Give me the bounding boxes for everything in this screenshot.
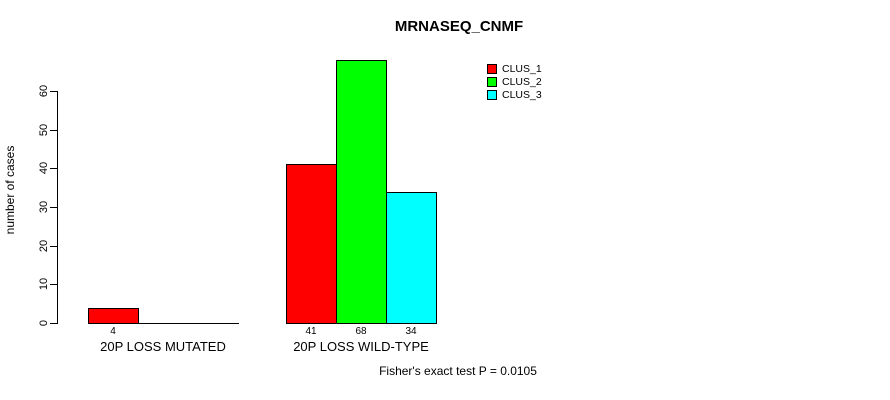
chart-title: MRNASEQ_CNMF (394, 18, 524, 35)
legend-item-clus_1: CLUS_1 (487, 62, 542, 75)
y-tick-label: 20 (38, 239, 50, 252)
y-tick-label: 40 (38, 162, 50, 175)
bar-value-label: 68 (355, 326, 367, 337)
bar-clus_1 (88, 308, 139, 324)
y-tick-label: 0 (38, 319, 50, 327)
bar-clus_3 (386, 192, 437, 324)
bar-value-label: 4 (110, 326, 116, 337)
legend-item-clus_2: CLUS_2 (487, 75, 542, 88)
y-tick-label: 10 (38, 278, 50, 291)
legend-label: CLUS_2 (502, 75, 542, 88)
legend-swatch-icon (487, 89, 497, 100)
y-tick (50, 323, 57, 324)
bar-clus_3-zero (188, 323, 239, 324)
y-tick-label: 30 (38, 200, 50, 214)
legend-label: CLUS_3 (502, 88, 542, 101)
y-tick (50, 245, 57, 247)
bar-clus_1 (286, 164, 337, 324)
y-axis-line (57, 90, 58, 324)
y-tick-label: 60 (38, 84, 50, 98)
y-tick (50, 129, 57, 131)
legend-item-clus_3: CLUS_3 (487, 88, 542, 101)
bar-clus_2 (336, 60, 387, 324)
y-tick-label: 50 (38, 123, 50, 136)
y-tick (50, 168, 57, 170)
legend-swatch-icon (487, 63, 497, 74)
y-tick (50, 206, 57, 208)
bar-value-label: 34 (405, 326, 417, 337)
y-tick (50, 90, 57, 92)
y-axis-title: number of cases (3, 145, 17, 235)
y-tick (50, 284, 57, 286)
category-label: 20P LOSS WILD-TYPE (293, 339, 429, 354)
annotation-text: Fisher's exact test P = 0.0105 (379, 364, 537, 378)
bar-value-label: 41 (305, 326, 317, 337)
bar-clus_2-zero (138, 323, 189, 324)
category-label: 20P LOSS MUTATED (100, 339, 226, 354)
legend: CLUS_1 CLUS_2 CLUS_3 (487, 62, 542, 101)
legend-label: CLUS_1 (502, 62, 542, 75)
legend-swatch-icon (487, 76, 497, 87)
